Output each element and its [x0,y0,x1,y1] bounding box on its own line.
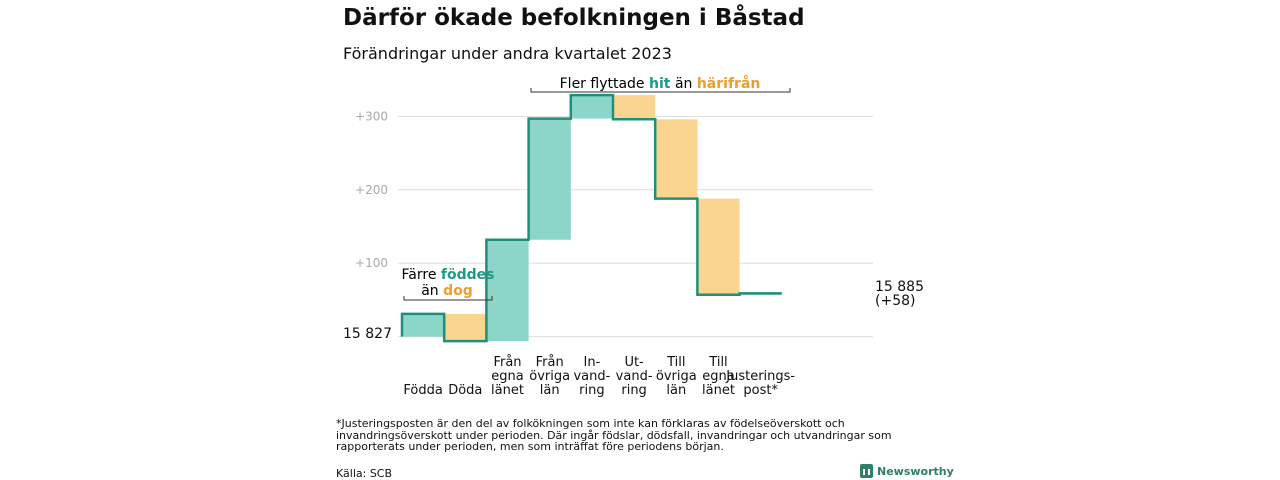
moved-annotation: Fler flyttade hit än härifrån [530,75,791,93]
y-tick-label: +300 [355,109,388,123]
footnote: *Justeringsposten är den del av folkökni… [336,417,892,453]
x-category-label: egna [702,369,734,384]
end-value-label: 15 885 [875,279,924,295]
bar-layer [402,95,782,342]
waterfall-bar [655,119,698,199]
born-annotation-highlight-born: föddes [441,267,495,283]
start-value-label: 15 827 [343,326,392,342]
born-annotation-line2: än dog [421,283,473,299]
born-annotation-text: Färre [402,267,437,283]
newsworthy-logo-icon [860,464,873,478]
newsworthy-logo: Newsworthy [860,464,954,478]
x-category-label: övriga [656,369,697,384]
end-change-label: (+58) [875,293,915,309]
moved-annotation-pre: Fler flyttade [560,76,645,92]
line-layer [400,93,782,343]
x-category-label: egna [491,369,523,384]
cumulative-line [400,93,782,343]
x-category-label: länet [491,383,524,398]
x-category-label: Från [493,355,521,370]
newsworthy-logo-text: Newsworthy [877,464,954,478]
waterfall-bar [570,95,613,119]
x-category-label: In- [584,355,601,370]
waterfall-bar [697,198,740,295]
moved-annotation-highlight-in: hit [649,76,671,92]
x-category-label: vand- [616,369,653,384]
x-category-label: länet [702,383,735,398]
source-credit: Källa: SCB [336,467,393,480]
x-category-label: Födda [403,383,442,398]
moved-annotation-highlight-out: härifrån [697,75,761,92]
moved-annotation-bracket [530,88,791,93]
x-category-label: Till [708,355,727,370]
x-category-label: Från [536,355,564,370]
waterfall-bar [613,95,656,120]
x-category-label: övriga [529,369,570,384]
x-category-label: post* [743,383,778,398]
grid-layer: +100 +200 +300 [355,109,873,338]
x-category-label: ring [579,383,604,398]
born-annotation-line1: Färre föddes [402,267,495,283]
born-annotation-highlight-died: dog [443,283,473,299]
born-annotation-bracket [403,296,493,301]
x-category-label: Döda [448,383,482,398]
label-layer: Födda DödaFrånegnalänetFrånövrigalänIn-va… [403,355,795,398]
chart-subtitle: Förändringar under andra kvartalet 2023 [343,44,672,63]
moved-annotation-mid: än [675,76,692,92]
waterfall-chart: +100+200+300 Födda DödaFrånegnalänetFrånö… [343,75,924,398]
waterfall-bar [528,118,571,240]
waterfall-bar [402,313,445,337]
waterfall-bar [486,239,529,342]
x-category-label: vand- [573,369,610,384]
x-category-label: Justerings- [725,369,795,384]
born-annotation: Färre föddes än dog [402,267,495,301]
born-annotation-than: än [421,283,438,299]
x-category-label: Ut- [624,355,644,370]
x-category-label: län [666,383,686,398]
x-category-label: ring [621,383,646,398]
waterfall-bar [444,313,487,342]
y-tick-label: +100 [355,256,388,270]
x-category-label: Till [666,355,685,370]
x-category-label: län [540,383,560,398]
y-tick-label: +200 [355,183,388,197]
chart-title: Därför ökade befolkningen i Båstad [343,5,805,31]
moved-annotation-text: Fler flyttade hit än härifrån [560,75,761,92]
